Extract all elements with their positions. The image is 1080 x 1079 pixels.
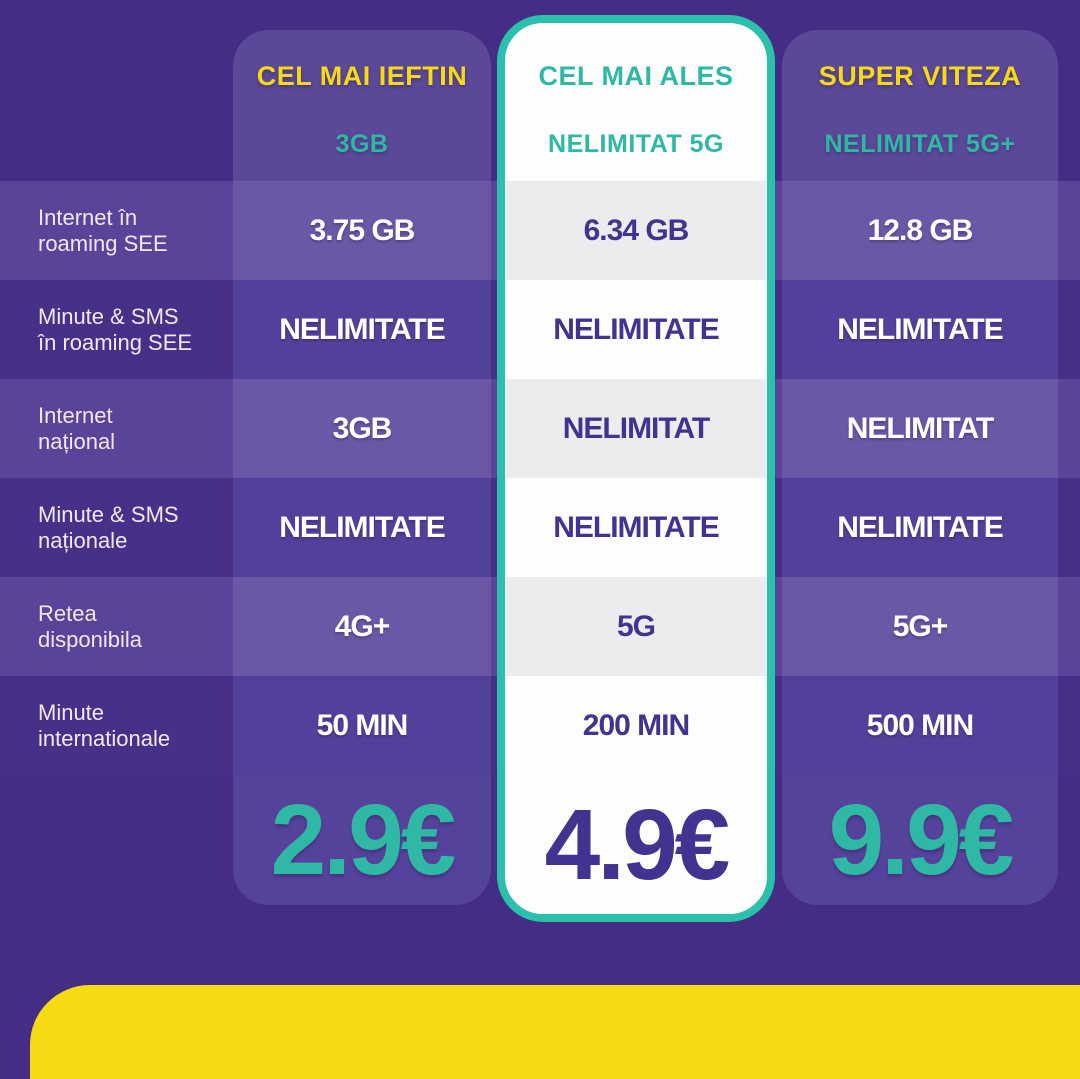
plan-subtitle: NELIMITAT 5G+ bbox=[824, 130, 1016, 158]
plan-subtitle: 3GB bbox=[335, 130, 389, 158]
row-label-line: Minute & SMS bbox=[38, 303, 179, 329]
plan-value-minute-internationale: 200 MIN bbox=[505, 676, 767, 775]
plan-value-internet-roaming: 3.75 GB bbox=[233, 181, 491, 280]
plan-value-internet-national: NELIMITAT bbox=[505, 379, 767, 478]
row-label-line: în roaming SEE bbox=[38, 329, 193, 355]
plan-price: 4.9€ bbox=[544, 788, 731, 901]
plan-value-internet-national: 3GB bbox=[233, 379, 491, 478]
plan-value-internet-roaming: 6.34 GB bbox=[505, 181, 767, 280]
plan-value-minute-internationale: 50 MIN bbox=[233, 676, 491, 775]
plan-value-minute-sms-roaming: NELIMITATE bbox=[233, 280, 491, 379]
plan-title: SUPER VITEZA bbox=[818, 61, 1022, 91]
plan-price-section: 2.9€ bbox=[233, 775, 491, 905]
row-label-line: Internet în bbox=[38, 204, 138, 230]
plan-value-retea: 5G+ bbox=[782, 577, 1058, 676]
row-label-line: Internet bbox=[38, 402, 113, 428]
row-label-internet-national: Internet național bbox=[38, 379, 233, 478]
row-label-line: roaming SEE bbox=[38, 230, 168, 256]
row-label-line: național bbox=[38, 428, 116, 454]
row-label-retea-disponibila: Retea disponibila bbox=[38, 577, 233, 676]
row-label-line: internationale bbox=[38, 725, 171, 751]
bottom-banner bbox=[30, 985, 1080, 1079]
plan-value-internet-roaming: 12.8 GB bbox=[782, 181, 1058, 280]
plan-value-minute-internationale: 500 MIN bbox=[782, 676, 1058, 775]
plan-price: 9.9€ bbox=[828, 784, 1015, 896]
row-label-minute-sms-roaming: Minute & SMS în roaming SEE bbox=[38, 280, 233, 379]
plan-value-retea: 5G bbox=[505, 577, 767, 676]
plan-value-minute-sms-roaming: NELIMITATE bbox=[782, 280, 1058, 379]
plan-value-minute-sms-nationale: NELIMITATE bbox=[233, 478, 491, 577]
plan-card-super-viteza: SUPER VITEZA NELIMITAT 5G+ 12.8 GB NELIM… bbox=[782, 30, 1058, 905]
row-label-line: Retea bbox=[38, 600, 97, 626]
plan-price-section: 9.9€ bbox=[782, 775, 1058, 905]
row-label-minute-sms-nationale: Minute & SMS naționale bbox=[38, 478, 233, 577]
row-label-line: Minute & SMS bbox=[38, 501, 179, 527]
plan-header: CEL MAI ALES NELIMITAT 5G bbox=[505, 23, 767, 181]
plan-title: CEL MAI ALES bbox=[538, 61, 734, 91]
plan-subtitle: NELIMITAT 5G bbox=[548, 130, 724, 158]
plan-value-internet-national: NELIMITAT bbox=[782, 379, 1058, 478]
plan-title: CEL MAI IEFTIN bbox=[256, 61, 468, 91]
row-label-internet-roaming: Internet în roaming SEE bbox=[38, 181, 233, 280]
row-label-line: naționale bbox=[38, 527, 128, 553]
plan-header: SUPER VITEZA NELIMITAT 5G+ bbox=[782, 30, 1058, 181]
row-label-line: Minute bbox=[38, 699, 105, 725]
plan-price-section: 4.9€ bbox=[505, 775, 767, 914]
plan-price: 2.9€ bbox=[270, 784, 457, 896]
plan-value-retea: 4G+ bbox=[233, 577, 491, 676]
plan-card-cel-mai-ales: CEL MAI ALES NELIMITAT 5G 6.34 GB NELIMI… bbox=[497, 15, 775, 922]
row-label-minute-internationale: Minute internationale bbox=[38, 676, 233, 775]
plan-card-cel-mai-ieftin: CEL MAI IEFTIN 3GB 3.75 GB NELIMITATE 3G… bbox=[233, 30, 491, 905]
plan-value-minute-sms-nationale: NELIMITATE bbox=[505, 478, 767, 577]
row-label-line: disponibila bbox=[38, 626, 142, 652]
plan-value-minute-sms-roaming: NELIMITATE bbox=[505, 280, 767, 379]
plan-value-minute-sms-nationale: NELIMITATE bbox=[782, 478, 1058, 577]
plan-header: CEL MAI IEFTIN 3GB bbox=[233, 30, 491, 181]
